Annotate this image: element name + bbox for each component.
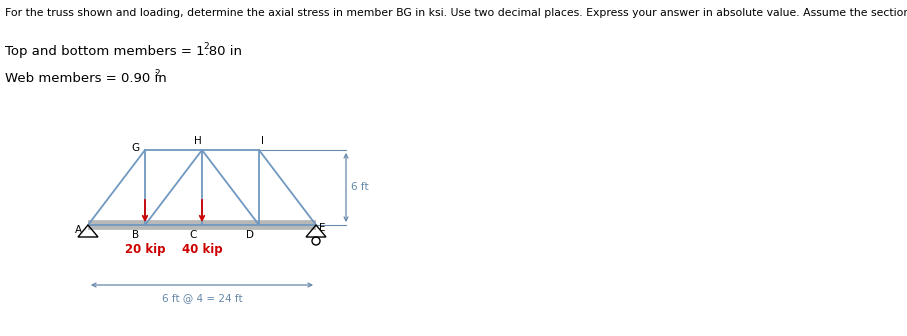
Text: B: B (132, 230, 140, 240)
Text: Web members = 0.90 in: Web members = 0.90 in (5, 72, 167, 85)
Text: Top and bottom members = 1.80 in: Top and bottom members = 1.80 in (5, 45, 242, 58)
Text: 40 kip: 40 kip (181, 243, 222, 256)
Text: G: G (131, 143, 139, 153)
Text: For the truss shown and loading, determine the axial stress in member BG in ksi.: For the truss shown and loading, determi… (5, 8, 907, 18)
Text: D: D (246, 230, 254, 240)
Text: 2: 2 (203, 42, 209, 51)
Text: E: E (318, 223, 326, 233)
Text: 20 kip: 20 kip (125, 243, 165, 256)
Text: A: A (74, 225, 82, 235)
Text: 6 ft @ 4 = 24 ft: 6 ft @ 4 = 24 ft (161, 293, 242, 303)
Text: H: H (194, 136, 202, 146)
Text: 6 ft: 6 ft (351, 182, 368, 193)
Text: I: I (261, 136, 265, 146)
Text: C: C (190, 230, 197, 240)
Text: 2: 2 (154, 69, 160, 78)
